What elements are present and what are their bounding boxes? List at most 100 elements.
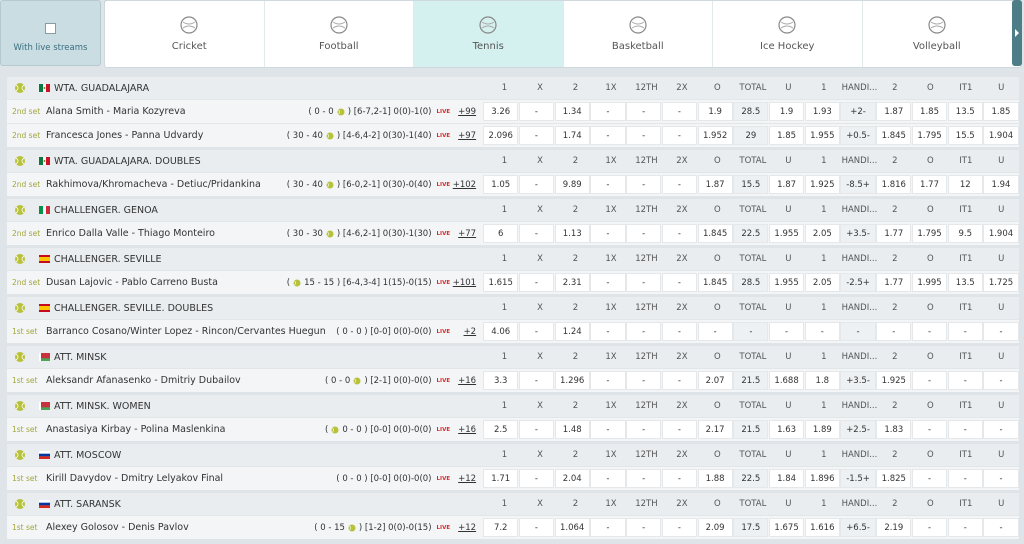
odds-cell[interactable]: 9.89 [554, 175, 590, 194]
odds-cell[interactable]: - [590, 175, 626, 194]
players[interactable]: Enrico Dalla Valle - Thiago Monteiro [46, 228, 215, 239]
odds-cell[interactable]: 28.5 [733, 102, 769, 121]
odds-cell[interactable]: 1.77 [876, 273, 912, 292]
odds-cell[interactable]: - [590, 420, 626, 439]
odds-cell[interactable]: 1.816 [876, 175, 912, 194]
odds-cell[interactable]: 1.615 [483, 273, 519, 292]
odds-cell[interactable]: 1.845 [697, 224, 733, 243]
sport-tab[interactable]: Cricket [115, 1, 265, 67]
more-markets[interactable]: +97 [458, 130, 477, 141]
odds-cell[interactable]: 28.5 [733, 273, 769, 292]
odds-cell[interactable]: - [626, 518, 662, 537]
odds-cell[interactable]: - [518, 126, 555, 145]
sport-tab[interactable]: Volleyball [863, 1, 1012, 67]
more-markets[interactable]: +12 [458, 473, 477, 484]
odds-cell[interactable]: - [661, 126, 697, 145]
odds-cell[interactable]: - [626, 224, 662, 243]
odds-cell[interactable]: 17.5 [733, 518, 769, 537]
players[interactable]: Anastasiya Kirbay - Polina Maslenkina [46, 424, 226, 435]
odds-cell[interactable]: 1.955 [804, 126, 840, 145]
odds-cell[interactable]: 2.096 [483, 126, 519, 145]
odds-cell[interactable]: - [518, 322, 555, 341]
odds-cell[interactable]: 21.5 [733, 420, 769, 439]
odds-cell[interactable]: +6.5- [840, 518, 876, 537]
odds-cell[interactable]: - [983, 518, 1019, 537]
odds-cell[interactable]: 1.064 [554, 518, 590, 537]
odds-cell[interactable]: - [661, 322, 697, 341]
odds-cell[interactable]: - [804, 322, 840, 341]
odds-cell[interactable]: 1.845 [876, 126, 912, 145]
odds-cell[interactable]: 1.85 [768, 126, 805, 145]
sport-tab[interactable]: Football [265, 1, 414, 67]
odds-cell[interactable]: - [518, 273, 555, 292]
odds-cell[interactable]: - [947, 420, 983, 439]
odds-cell[interactable]: - [626, 126, 662, 145]
odds-cell[interactable]: - [983, 469, 1019, 488]
odds-cell[interactable]: 1.296 [554, 371, 590, 390]
odds-cell[interactable]: - [518, 102, 555, 121]
odds-cell[interactable]: 2.5 [483, 420, 519, 439]
odds-cell[interactable]: - [697, 322, 733, 341]
odds-cell[interactable]: - [947, 371, 983, 390]
odds-cell[interactable]: 13.5 [947, 102, 983, 121]
odds-cell[interactable]: - [518, 175, 555, 194]
odds-cell[interactable]: 1.955 [768, 273, 805, 292]
odds-cell[interactable]: 1.825 [876, 469, 912, 488]
odds-cell[interactable]: 2.07 [697, 371, 733, 390]
odds-cell[interactable]: +3.5- [840, 224, 876, 243]
odds-cell[interactable]: - [518, 371, 555, 390]
odds-cell[interactable]: 1.89 [804, 420, 840, 439]
odds-cell[interactable]: - [911, 322, 948, 341]
odds-cell[interactable]: 9.5 [947, 224, 983, 243]
sport-tab[interactable]: Tennis [414, 1, 564, 67]
odds-cell[interactable]: - [983, 371, 1019, 390]
odds-cell[interactable]: - [518, 224, 555, 243]
odds-cell[interactable]: +0.5- [840, 126, 876, 145]
odds-cell[interactable]: - [661, 469, 697, 488]
odds-cell[interactable]: - [983, 322, 1019, 341]
odds-cell[interactable]: 2.09 [697, 518, 733, 537]
odds-cell[interactable]: 1.87 [697, 175, 733, 194]
odds-cell[interactable]: 1.904 [983, 126, 1019, 145]
odds-cell[interactable]: - [626, 469, 662, 488]
odds-cell[interactable]: - [911, 469, 948, 488]
odds-cell[interactable]: - [661, 518, 697, 537]
odds-cell[interactable]: 21.5 [733, 371, 769, 390]
odds-cell[interactable]: 1.9 [697, 102, 733, 121]
odds-cell[interactable]: - [661, 175, 697, 194]
more-markets[interactable]: +101 [452, 277, 477, 288]
odds-cell[interactable]: 22.5 [733, 469, 769, 488]
odds-cell[interactable]: - [626, 102, 662, 121]
odds-cell[interactable]: - [590, 322, 626, 341]
odds-cell[interactable]: 2.04 [554, 469, 590, 488]
more-markets[interactable]: +16 [458, 375, 477, 386]
odds-cell[interactable]: 2.05 [804, 224, 840, 243]
odds-cell[interactable]: - [947, 469, 983, 488]
odds-cell[interactable]: 15.5 [733, 175, 769, 194]
odds-cell[interactable]: - [590, 469, 626, 488]
odds-cell[interactable]: - [626, 371, 662, 390]
odds-cell[interactable]: 1.85 [911, 102, 948, 121]
odds-cell[interactable]: - [626, 420, 662, 439]
odds-cell[interactable]: 1.925 [876, 371, 912, 390]
odds-cell[interactable]: 1.74 [554, 126, 590, 145]
odds-cell[interactable]: 1.83 [876, 420, 912, 439]
odds-cell[interactable]: - [661, 420, 697, 439]
players[interactable]: Alana Smith - Maria Kozyreva [46, 106, 186, 117]
players[interactable]: Kirill Davydov - Dmitry Lelyakov Final [46, 473, 224, 484]
sport-tab[interactable]: Basketball [564, 1, 713, 67]
more-markets[interactable]: +77 [458, 228, 477, 239]
odds-cell[interactable]: - [983, 420, 1019, 439]
odds-cell[interactable]: - [768, 322, 805, 341]
players[interactable]: Rakhimova/Khromacheva - Detiuc/Pridankin… [46, 179, 261, 190]
odds-cell[interactable]: 22.5 [733, 224, 769, 243]
sport-tab[interactable]: Ice Hockey [713, 1, 863, 67]
odds-cell[interactable]: 3.3 [483, 371, 519, 390]
more-markets[interactable]: +2 [463, 326, 477, 337]
odds-cell[interactable]: 1.795 [911, 224, 948, 243]
odds-cell[interactable]: -2.5+ [840, 273, 876, 292]
odds-cell[interactable]: - [876, 322, 912, 341]
odds-cell[interactable]: 1.88 [697, 469, 733, 488]
odds-cell[interactable]: 1.925 [804, 175, 840, 194]
odds-cell[interactable]: - [590, 371, 626, 390]
